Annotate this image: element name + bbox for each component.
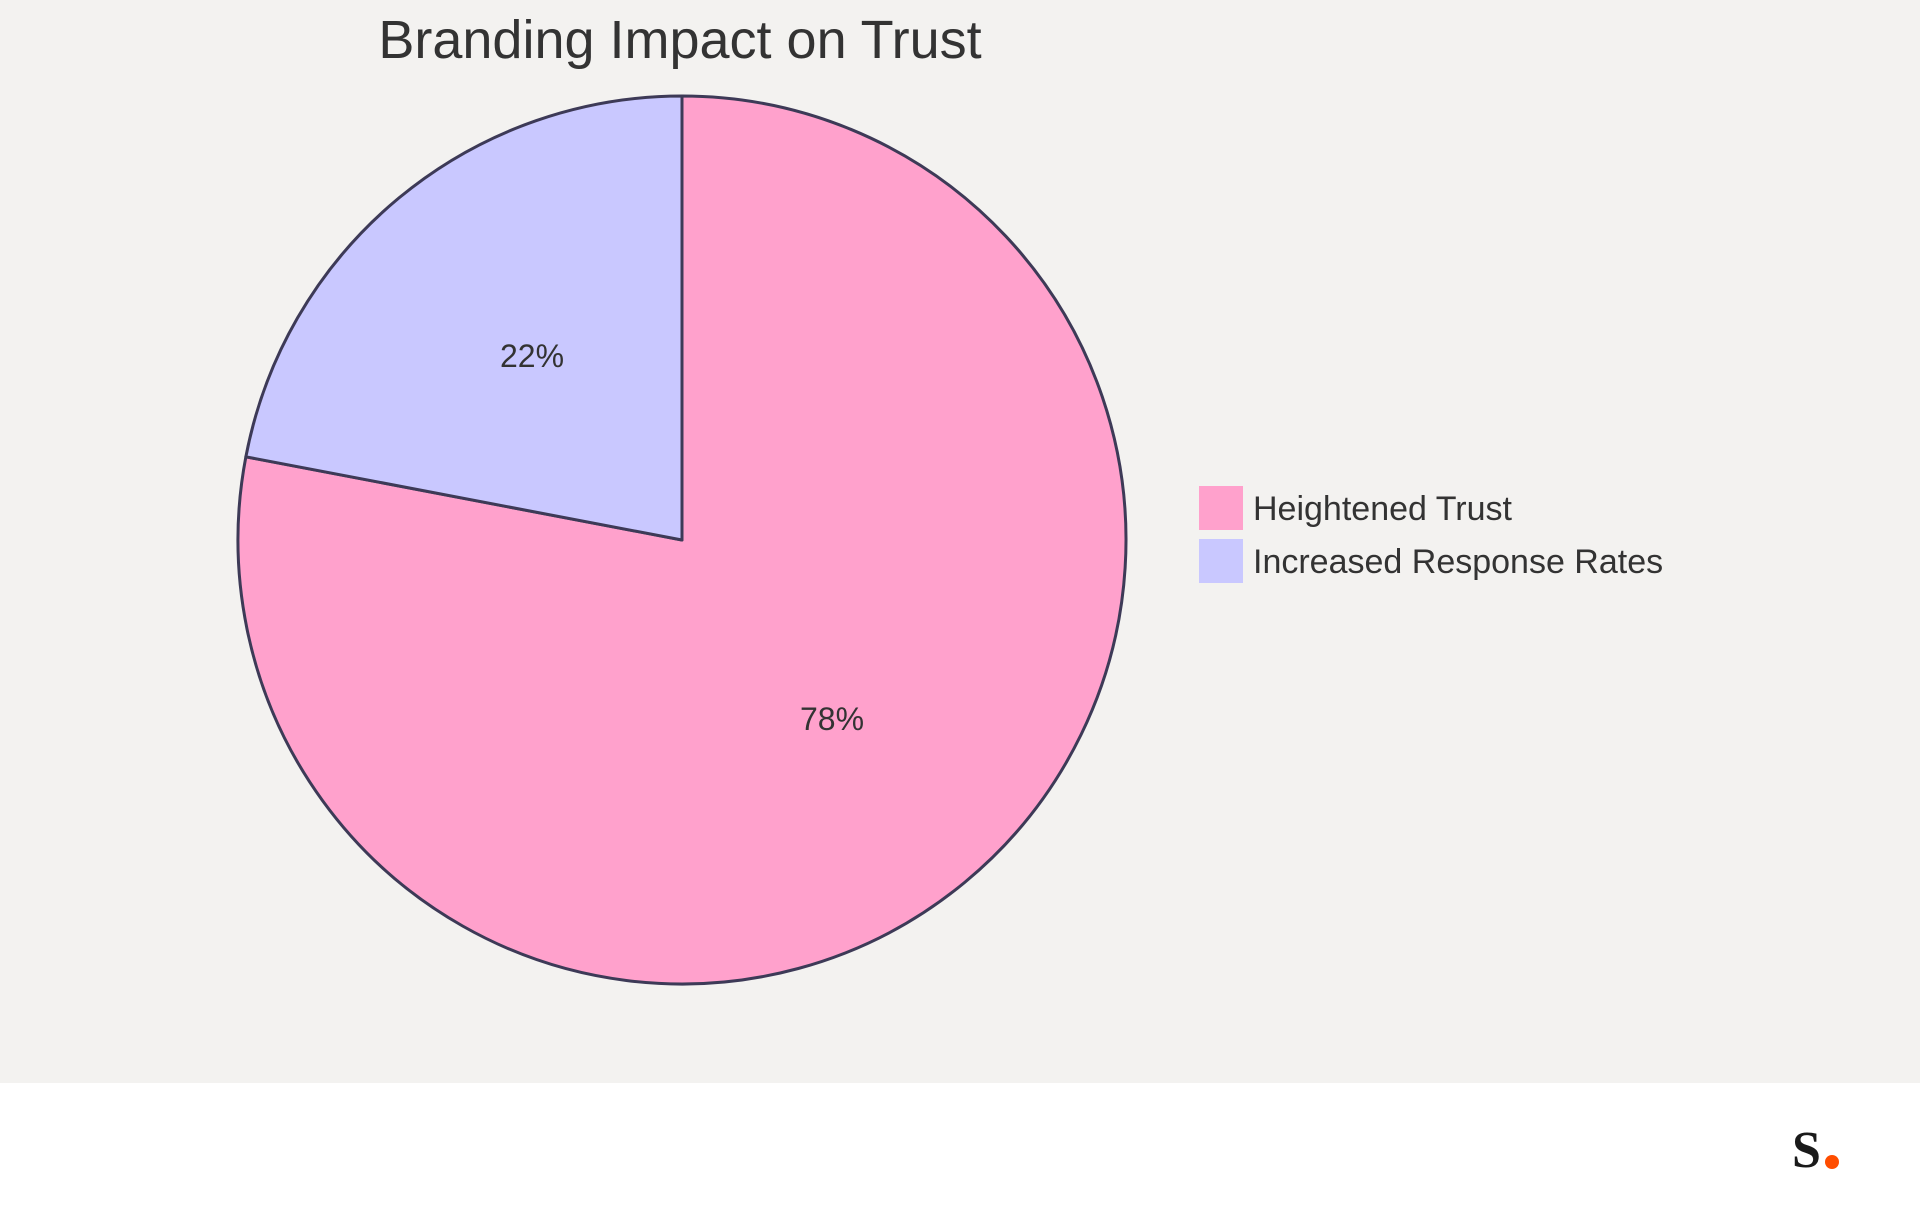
brand-logo: S (1792, 1125, 1839, 1173)
pie-slices (236, 94, 1128, 986)
pie-chart: Branding Impact on Trust 78% 22% Heighten… (236, 10, 1663, 986)
legend-swatch (1199, 539, 1243, 583)
pie-slice-labels: 78% 22% (500, 338, 864, 737)
brand-logo-letter: S (1792, 1125, 1821, 1173)
legend-label: Heightened Trust (1253, 490, 1512, 528)
legend-swatch (1199, 486, 1243, 530)
pie-slice-label: 22% (500, 338, 564, 374)
chart-legend: Heightened Trust Increased Response Rates (1199, 486, 1663, 583)
legend-label: Increased Response Rates (1253, 543, 1663, 581)
pie-slice-heightened-trust (236, 94, 1128, 986)
footer: S (0, 1083, 1920, 1215)
brand-logo-dot (1825, 1155, 1839, 1169)
chart-title: Branding Impact on Trust (378, 10, 981, 70)
chart-area: Branding Impact on Trust 78% 22% Heighten… (0, 0, 1920, 1083)
pie-slice-increased-response-rates (244, 94, 684, 542)
pie-slice-label: 78% (800, 701, 864, 737)
